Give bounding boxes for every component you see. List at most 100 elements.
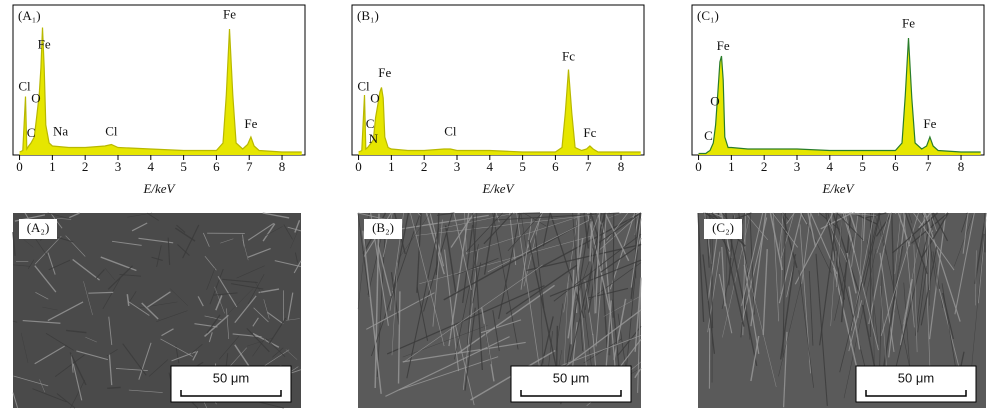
scratch (385, 336, 510, 397)
scratch (241, 234, 245, 247)
scratch (712, 212, 723, 218)
scratch (830, 250, 837, 327)
image-label: (B₂) (372, 220, 394, 235)
scratch (104, 267, 116, 281)
scratch (229, 347, 247, 367)
scratch (13, 375, 49, 387)
scratch (903, 282, 911, 379)
scratch (750, 335, 760, 382)
scratch (371, 212, 421, 357)
x-tick-label: 8 (618, 159, 625, 174)
scratch (247, 222, 275, 241)
scratch (169, 288, 188, 306)
x-tick-label: 5 (859, 159, 866, 174)
scratch (591, 248, 596, 314)
scratch (436, 212, 455, 216)
peak-label: Fe (244, 116, 257, 131)
scratch (176, 224, 186, 233)
scratch (34, 345, 65, 365)
scratch (406, 227, 440, 379)
scratch (399, 212, 431, 257)
scratch (595, 212, 601, 314)
scratch (549, 212, 585, 319)
scratch (483, 323, 492, 365)
scratch (903, 212, 915, 328)
scratch (602, 222, 617, 380)
scratch (213, 292, 238, 296)
scratch (607, 212, 622, 219)
scratch (126, 294, 130, 307)
scratch (567, 238, 584, 339)
x-tick-label: 6 (552, 159, 559, 174)
scratch (868, 212, 892, 325)
x-tick-label: 7 (585, 159, 592, 174)
scratch (206, 314, 221, 334)
scratch (72, 363, 83, 401)
scratch (263, 299, 270, 319)
scratch (85, 336, 97, 343)
scratch (744, 212, 769, 241)
peak-label: O (370, 90, 379, 105)
scratch (908, 212, 913, 224)
peak-label: C (366, 116, 375, 131)
scratch (119, 274, 142, 277)
scratch (262, 349, 290, 368)
scratch (472, 212, 483, 371)
scratch (357, 212, 389, 221)
scratch (415, 212, 610, 236)
scratch (403, 264, 543, 363)
scratch (586, 287, 629, 299)
scratch (397, 291, 401, 384)
scratch (138, 237, 174, 244)
x-tick-label: 7 (246, 159, 253, 174)
scratch (542, 212, 551, 247)
scratch (492, 310, 500, 352)
scratch (782, 212, 786, 358)
scratch (932, 251, 944, 308)
scratch (702, 254, 716, 354)
scratch (808, 270, 814, 346)
scratch (925, 212, 932, 267)
scratch (920, 212, 949, 259)
scratch (762, 249, 768, 335)
scratch (27, 259, 35, 270)
scratch (835, 212, 860, 215)
scratch (107, 386, 121, 389)
scratch (206, 268, 216, 290)
scratch (549, 259, 642, 297)
scratch (612, 299, 620, 369)
scratch (262, 223, 276, 242)
scratch (891, 212, 934, 385)
x-tick-label: 2 (82, 159, 89, 174)
scratch (294, 252, 299, 263)
scratch (285, 349, 298, 360)
scratch (197, 296, 204, 307)
scratch (272, 347, 284, 358)
scratch (595, 212, 607, 347)
scratch (827, 212, 869, 378)
peak-label: O (710, 93, 719, 108)
scratch (891, 212, 938, 254)
scratch (232, 333, 262, 338)
scratch (848, 300, 863, 352)
scratch (606, 212, 629, 241)
scratch (230, 283, 264, 290)
scratch (875, 212, 893, 237)
scratch (108, 353, 113, 386)
scratch (523, 212, 547, 227)
scratch (846, 252, 857, 294)
scratch (743, 264, 760, 354)
scratch (825, 212, 846, 300)
scratch (107, 265, 133, 290)
peak-label: Na (53, 123, 68, 138)
scratch (128, 389, 163, 393)
scratch (600, 243, 642, 273)
scratch (34, 235, 62, 265)
scratch (111, 240, 142, 246)
scratch (215, 295, 223, 311)
scratch (12, 264, 30, 267)
scratch (34, 265, 57, 293)
scratch (834, 236, 854, 321)
x-tick-label: 1 (49, 159, 56, 174)
